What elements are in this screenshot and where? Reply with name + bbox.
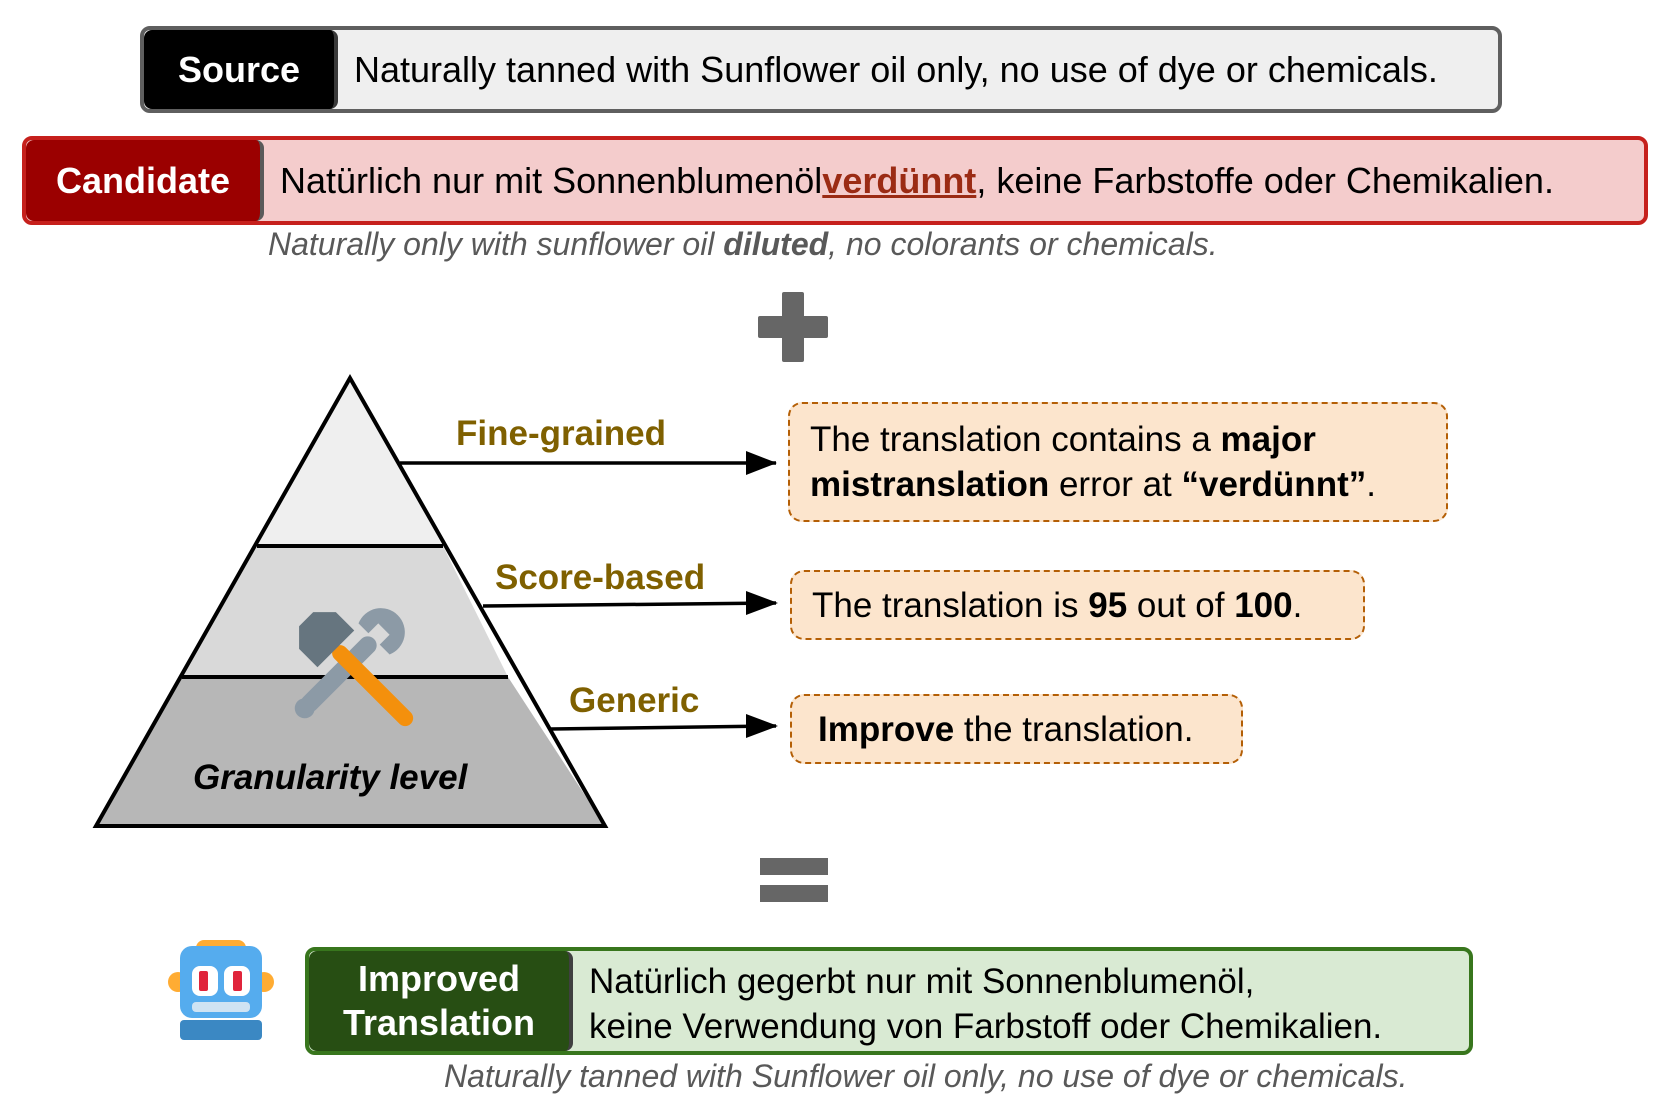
feedback-score-p3: .	[1292, 585, 1303, 625]
plus-icon	[758, 292, 828, 362]
candidate-gloss-before: Naturally only with sunflower oil	[268, 226, 724, 262]
candidate-row: Candidate Natürlich nur mit Sonnenblumen…	[22, 136, 1648, 225]
feedback-generic-p1: the translation.	[954, 709, 1194, 749]
feedback-score-max: 100	[1234, 585, 1293, 625]
level-label-generic: Generic	[569, 681, 700, 720]
hammer-and-wrench-icon	[294, 608, 414, 727]
feedback-generic-line: Improve the translation.	[818, 707, 1221, 752]
candidate-text-after: , keine Farbstoffe oder Chemikalien.	[976, 159, 1554, 201]
feedback-fine-b2: mistranslation	[810, 465, 1050, 504]
improved-text: Natürlich gegerbt nur mit Sonnenblumenöl…	[573, 951, 1469, 1051]
pyramid-tier-middle	[182, 546, 508, 677]
pyramid-tier-bottom	[96, 677, 605, 826]
feedback-fine-b1: major	[1220, 420, 1316, 459]
source-label: Source	[144, 30, 338, 109]
feedback-fine-p1: The translation contains a	[810, 420, 1221, 459]
pyramid-tier-top	[257, 378, 443, 546]
candidate-text-before: Natürlich nur mit Sonnenblumenöl	[280, 159, 823, 201]
feedback-fine-line1: The translation contains a major	[810, 417, 1426, 462]
granularity-pyramid	[92, 373, 609, 828]
equals-icon	[760, 858, 828, 902]
level-label-fine-grained: Fine-grained	[456, 414, 667, 453]
pyramid-caption: Granularity level	[193, 758, 468, 797]
robot-icon	[168, 940, 274, 1040]
feedback-score-based: The translation is 95 out of 100.	[790, 570, 1365, 640]
improved-label: Improved Translation	[309, 951, 573, 1051]
improved-text-line2: keine Verwendung von Farbstoff oder Chem…	[589, 1007, 1383, 1046]
pyramid-outline	[92, 373, 609, 828]
feedback-score-value: 95	[1088, 585, 1128, 625]
feedback-fine-b3: “verdünnt”	[1181, 465, 1367, 504]
feedback-score-p2: out of	[1127, 585, 1235, 625]
candidate-gloss-after: , no colorants or chemicals.	[828, 226, 1218, 262]
improved-gloss: Naturally tanned with Sunflower oil only…	[444, 1058, 1408, 1094]
candidate-gloss-bold: diluted	[723, 226, 829, 262]
feedback-fine-p2: error at	[1049, 465, 1182, 504]
level-label-score-based: Score-based	[495, 558, 706, 597]
feedback-fine-p3: .	[1366, 465, 1376, 504]
improved-row: Improved Translation Natürlich gegerbt n…	[305, 947, 1473, 1055]
feedback-generic-b1: Improve	[818, 709, 955, 749]
candidate-gloss: Naturally only with sunflower oil dilute…	[268, 226, 1218, 263]
feedback-generic: Improve the translation.	[790, 694, 1243, 764]
source-text: Naturally tanned with Sunflower oil only…	[354, 48, 1438, 90]
feedback-score-p1: The translation is	[812, 585, 1089, 625]
candidate-label: Candidate	[26, 140, 264, 221]
feedback-fine-line2: mistranslation error at “verdünnt”.	[810, 462, 1426, 507]
candidate-error-span: verdünnt	[822, 159, 977, 201]
improved-label-line2: Translation	[342, 1002, 536, 1043]
candidate-text: Natürlich nur mit Sonnenblumenöl verdünn…	[264, 140, 1644, 221]
improved-label-line1: Improved	[357, 958, 521, 999]
improved-text-line1: Natürlich gegerbt nur mit Sonnenblumenöl…	[589, 962, 1255, 1001]
feedback-fine-grained: The translation contains a major mistran…	[788, 402, 1448, 522]
feedback-score-line: The translation is 95 out of 100.	[812, 583, 1343, 628]
source-row: Source Naturally tanned with Sunflower o…	[140, 26, 1502, 113]
